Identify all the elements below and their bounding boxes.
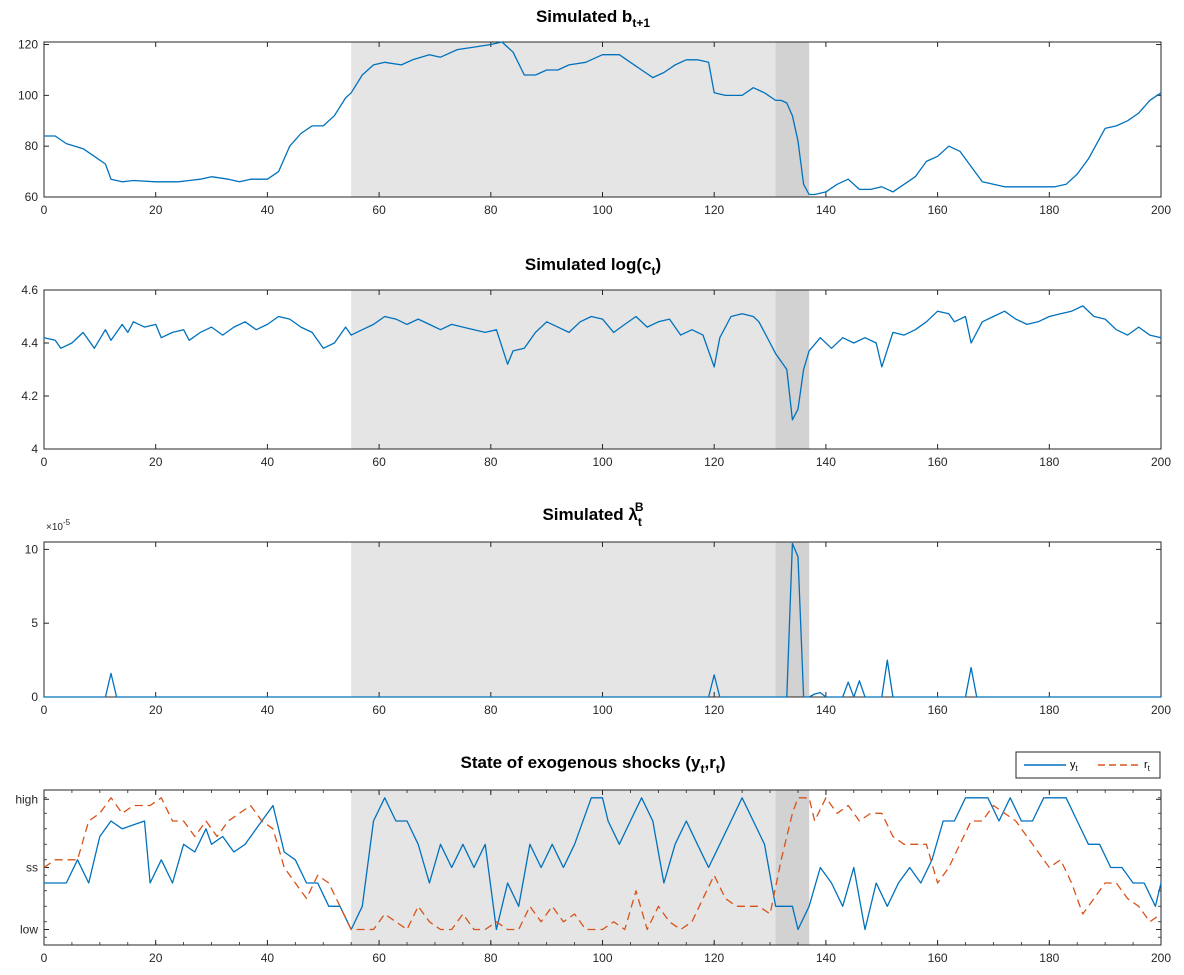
x-tick-label: 180 bbox=[1039, 203, 1059, 217]
x-tick-label: 200 bbox=[1151, 455, 1171, 469]
legend-label-r: rt bbox=[1144, 759, 1151, 773]
y-tick-label: 4.6 bbox=[21, 283, 38, 297]
x-tick-label: 160 bbox=[928, 455, 948, 469]
series-line-1 bbox=[43, 305, 1162, 421]
x-tick-label: 0 bbox=[41, 703, 48, 717]
shaded-region-dark bbox=[775, 790, 810, 945]
legend-label-y: yt bbox=[1070, 759, 1079, 773]
x-tick-label: 140 bbox=[816, 455, 836, 469]
x-tick-label: 0 bbox=[41, 203, 48, 217]
x-tick-label: 80 bbox=[484, 455, 498, 469]
y-tick-label: 5 bbox=[31, 616, 38, 630]
x-tick-label: 20 bbox=[149, 703, 163, 717]
x-tick-label: 80 bbox=[484, 951, 498, 965]
shaded-region-light bbox=[351, 42, 810, 197]
y-tick-label: 4.4 bbox=[21, 336, 38, 350]
series-line-1 bbox=[44, 542, 1161, 698]
y-tick-label: 4.2 bbox=[21, 389, 38, 403]
x-tick-label: 200 bbox=[1151, 203, 1171, 217]
x-tick-label: 100 bbox=[592, 951, 612, 965]
y-tick-label: 80 bbox=[25, 139, 39, 153]
x-tick-label: 40 bbox=[261, 703, 275, 717]
series-line-1 bbox=[44, 797, 1162, 931]
y-tick-label: ss bbox=[26, 861, 38, 875]
chart-1-title: Simulated bt+1 bbox=[536, 7, 650, 30]
x-tick-label: 100 bbox=[592, 455, 612, 469]
x-tick-label: 100 bbox=[592, 703, 612, 717]
x-tick-label: 60 bbox=[372, 455, 386, 469]
y-tick-label: 4 bbox=[31, 442, 38, 456]
x-tick-label: 40 bbox=[261, 203, 275, 217]
x-tick-label: 160 bbox=[928, 951, 948, 965]
y-tick-label: 60 bbox=[25, 190, 39, 204]
y-tick-label: 120 bbox=[18, 38, 38, 52]
x-tick-label: 120 bbox=[704, 203, 724, 217]
x-tick-label: 20 bbox=[149, 951, 163, 965]
y-tick-label: 100 bbox=[18, 88, 38, 102]
chart-2-title: Simulated log(ct) bbox=[525, 255, 661, 278]
y-tick-label: low bbox=[20, 923, 38, 937]
x-tick-label: 180 bbox=[1039, 455, 1059, 469]
x-tick-label: 40 bbox=[261, 455, 275, 469]
x-tick-label: 180 bbox=[1039, 951, 1059, 965]
x-tick-label: 80 bbox=[484, 203, 498, 217]
x-tick-label: 120 bbox=[704, 951, 724, 965]
x-tick-label: 80 bbox=[484, 703, 498, 717]
x-tick-label: 140 bbox=[816, 703, 836, 717]
x-tick-label: 140 bbox=[816, 203, 836, 217]
x-tick-label: 120 bbox=[704, 455, 724, 469]
y-tick-label: high bbox=[15, 792, 38, 806]
shaded-region-dark bbox=[775, 42, 810, 197]
x-tick-label: 60 bbox=[372, 703, 386, 717]
x-tick-label: 120 bbox=[704, 703, 724, 717]
x-tick-label: 20 bbox=[149, 203, 163, 217]
x-tick-label: 200 bbox=[1151, 703, 1171, 717]
x-tick-label: 160 bbox=[928, 703, 948, 717]
x-tick-label: 0 bbox=[41, 951, 48, 965]
chart-2-axes: 0 20 40 60 80 100 120 140 160 180 200 4 4.2 4.4 4.6 bbox=[21, 283, 1171, 469]
y-tick-label: 10 bbox=[25, 542, 39, 556]
y-tick-label: 0 bbox=[31, 690, 38, 704]
x-tick-label: 60 bbox=[372, 203, 386, 217]
chart-3-axes: 0 20 40 60 80 100 120 140 160 180 200 0 5 10 bbox=[25, 541, 1171, 717]
chart-1-axes: 0 20 40 60 80 100 120 140 160 180 200 60 80 100 120 bbox=[18, 38, 1171, 217]
series-line-1 bbox=[44, 41, 1162, 196]
shaded-region-dark bbox=[775, 542, 810, 697]
x-tick-label: 60 bbox=[372, 951, 386, 965]
chart-4-title: State of exogenous shocks (yt,rt) bbox=[461, 753, 726, 776]
shaded-region-light bbox=[351, 542, 810, 697]
x-tick-label: 180 bbox=[1039, 703, 1059, 717]
x-tick-label: 100 bbox=[592, 203, 612, 217]
series-line-2 bbox=[43, 797, 1162, 931]
chart-3-y-multiplier: ×10-5 bbox=[46, 518, 71, 533]
chart-4-legend: yt rt bbox=[1015, 751, 1161, 779]
x-tick-label: 160 bbox=[928, 203, 948, 217]
chart-4-axes: 0 20 40 60 80 100 120 140 160 180 200 low ss high bbox=[15, 789, 1171, 965]
x-tick-label: 0 bbox=[41, 455, 48, 469]
x-tick-label: 40 bbox=[261, 951, 275, 965]
chart-3-title: Simulated λtB bbox=[542, 500, 643, 529]
x-tick-label: 140 bbox=[816, 951, 836, 965]
x-tick-label: 200 bbox=[1151, 951, 1171, 965]
x-tick-label: 20 bbox=[149, 455, 163, 469]
